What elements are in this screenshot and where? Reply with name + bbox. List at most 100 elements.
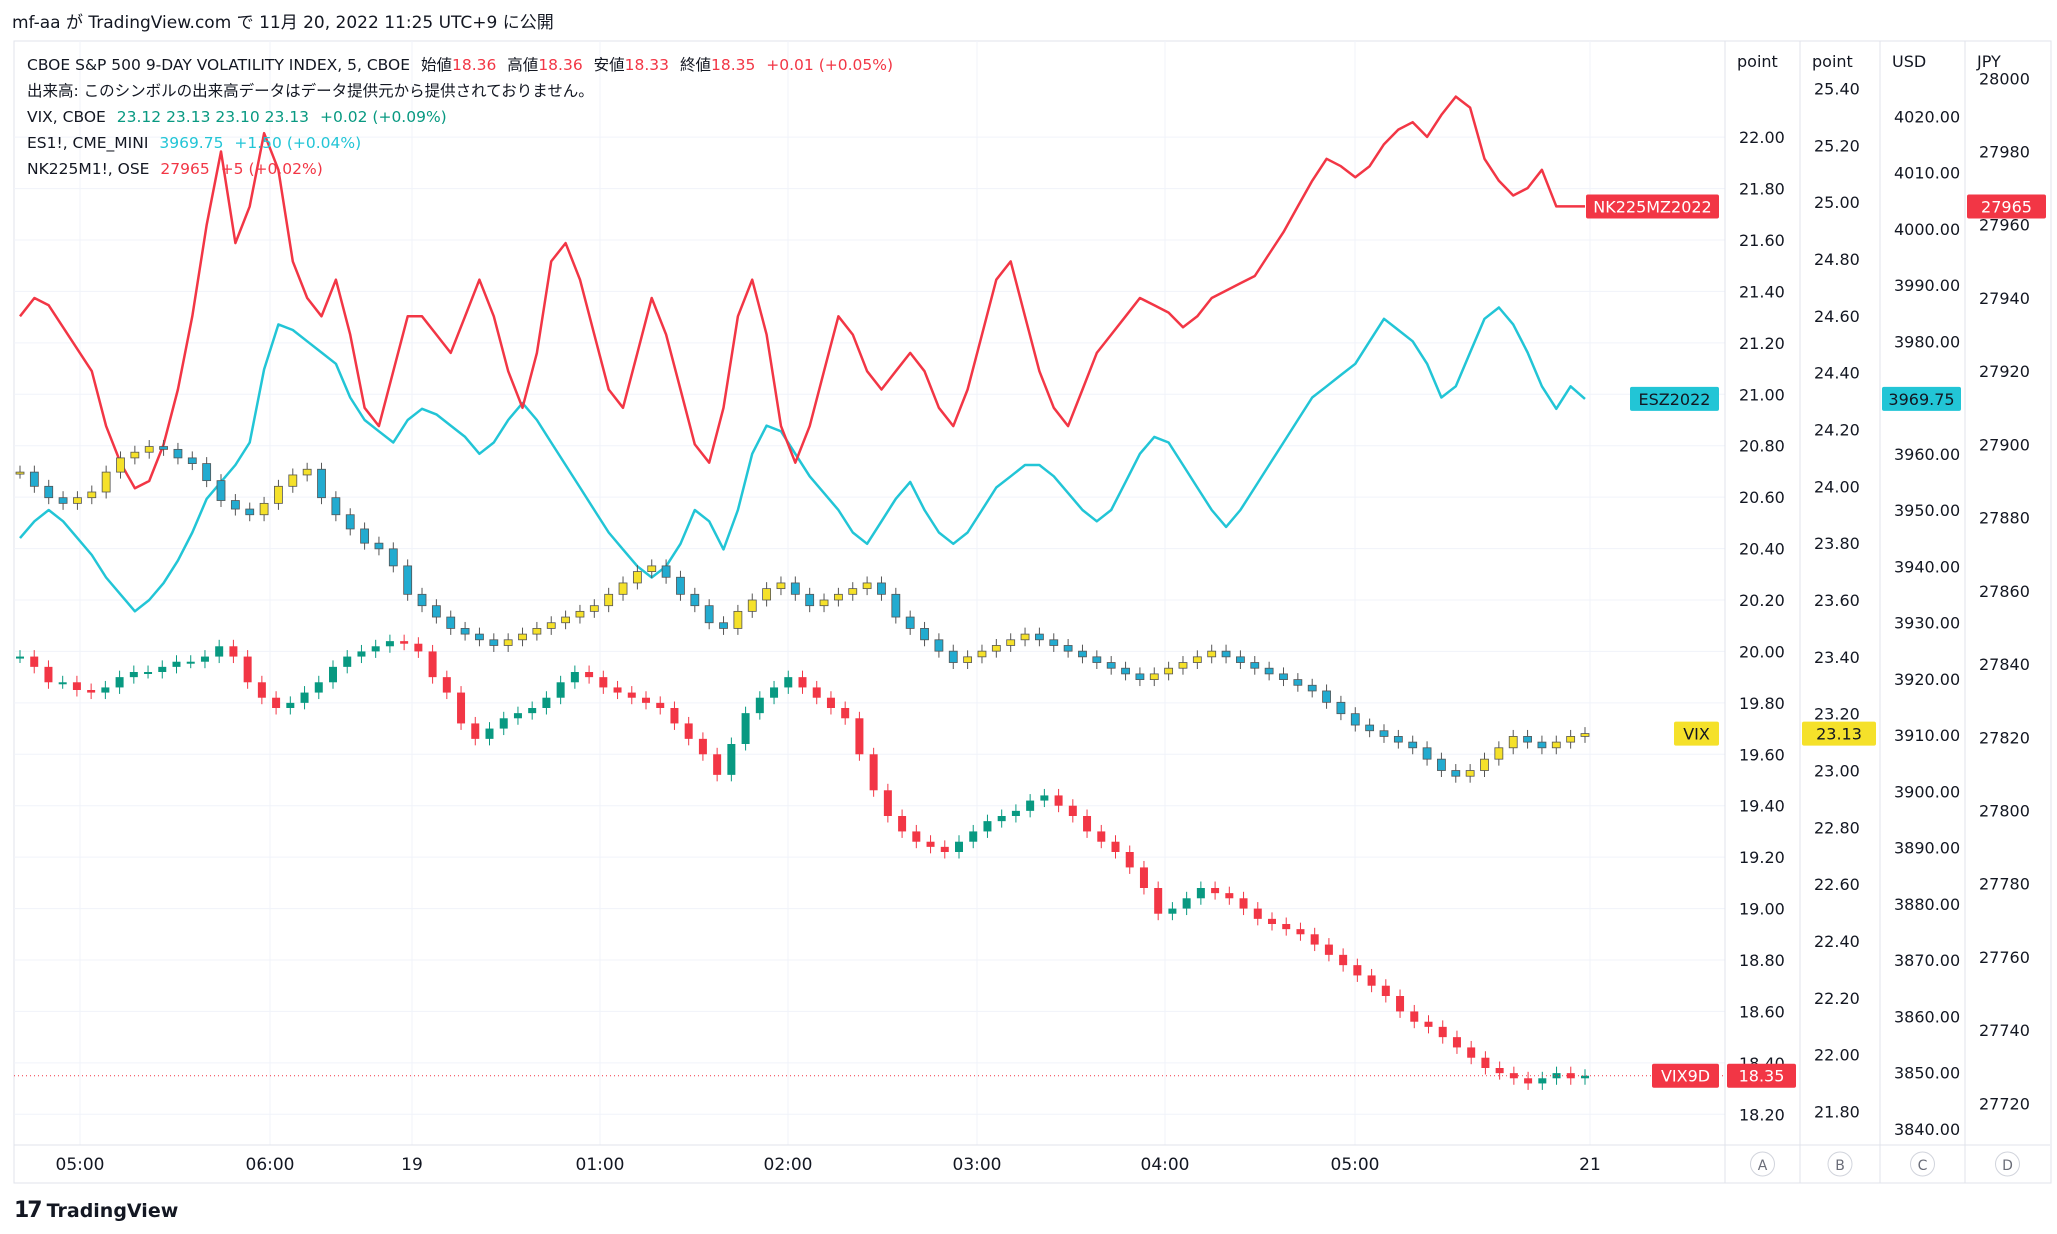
axis-letter-badge-A [1750,1151,1775,1177]
candle-body-VIX [1393,736,1403,743]
series-line-ES1! [19,306,1586,613]
candle-body-VIX [776,582,786,590]
price-tick-label: 18.20 [1739,1105,1785,1124]
candle-body-VIX9D [955,841,963,852]
candle-body-VIX9D [1452,1037,1461,1048]
price-tick-label: 21.80 [1814,1103,1860,1122]
candle-body-VIX [288,474,298,487]
candle-body-VIX [1408,741,1418,749]
legend-es-value: 3969.75 [159,134,224,152]
series-name-tag-text: VIX [1683,725,1710,744]
legend-es-row[interactable]: ES1!, CME_MINI 3969.75 +1.50 (+0.04%) [27,130,893,156]
legend-nk-row[interactable]: NK225M1!, OSE 27965 +5 (+0.02%) [27,156,893,182]
candle-body-VIX9D [385,641,394,647]
series-name-tag-text: NK225MZ2022 [1593,197,1711,216]
candle-body-VIX [518,633,527,641]
candle-body-VIX [819,599,829,607]
price-tick-label: 3880.00 [1894,895,1960,914]
candle-body-VIX [848,588,858,595]
candle-body-VIX [1293,679,1303,686]
candle-body-VIX9D [1353,965,1362,976]
candle-body-VIX9D [257,682,266,698]
candle-body-VIX [87,491,97,499]
candle-body-VIX9D [215,646,224,657]
candle-body-VIX9D [627,692,636,698]
candle-body-VIX9D [357,651,366,657]
price-tick-label: 28000 [1979,69,2030,88]
candle-body-VIX9D [58,682,67,685]
candle-body-VIX9D [243,656,252,683]
candle-body-VIX9D [343,656,352,667]
candle-body-VIX [647,565,657,572]
candle-body-VIX9D [727,744,736,775]
price-tick-label: 21.00 [1739,385,1785,404]
candle-body-VIX9D [812,687,821,698]
price-tick-label: 4000.00 [1894,220,1960,239]
x-tick-label: 05:00 [56,1155,105,1175]
price-tick-label: 20.60 [1739,488,1785,507]
candle-body-VIX [891,593,901,618]
candle-body-VIX [331,497,341,516]
candle-body-VIX [1279,673,1288,680]
price-tick-label: 27740 [1979,1021,2030,1040]
x-tick-label: 05:00 [1331,1155,1380,1175]
candle-body-VIX [805,593,815,607]
legend-open-label: 始値 [420,56,452,74]
candle-body-VIX9D [272,697,281,708]
price-tick-label: 22.60 [1814,875,1860,894]
candle-body-VIX9D [1083,816,1092,832]
candle-body-VIX [159,446,168,450]
series-name-tag-VIX [1674,721,1719,746]
candle-body-VIX [1365,724,1375,732]
candle-body-VIX [1480,758,1489,771]
price-axis-unit-C: USD [1892,52,1926,71]
candle-body-VIX9D [1097,831,1106,842]
candle-body-VIX9D [1026,800,1035,811]
candle-body-VIX [690,593,700,607]
candle-body-VIX9D [656,702,665,708]
x-tick-label: 19 [401,1155,423,1175]
series-line-NK225M1! [19,95,1585,490]
legend-main-change: +0.01 (+0.05%) [766,56,894,74]
price-tick-label: 21.20 [1739,334,1785,353]
candle-body-VIX [259,502,269,516]
candle-body-VIX [604,593,614,607]
candle-body-VIX [905,616,915,629]
candle-body-VIX [1035,633,1044,641]
candle-body-VIX9D [1068,805,1077,816]
candle-body-VIX [130,451,140,459]
candle-body-VIX [374,542,384,550]
candle-body-VIX9D [755,697,764,714]
price-tick-label: 19.80 [1739,694,1785,713]
candle-body-VIX9D [1424,1021,1433,1027]
candle-body-VIX9D [30,656,39,667]
candle-body-VIX9D [300,692,309,703]
price-tick-label: 18.60 [1739,1002,1785,1021]
tradingview-footer[interactable]: 17 TradingView [14,1198,178,1223]
legend-nk-value: 27965 [160,160,210,178]
candle-body-VIX9D [926,841,935,847]
candle-body-VIX [1006,639,1016,646]
price-tick-label: 25.40 [1814,79,1860,98]
candle-body-VIX [1322,690,1331,703]
candle-body-VIX [302,468,312,476]
legend-vix-row[interactable]: VIX, CBOE 23.12 23.13 23.10 23.13 +0.02 … [27,104,893,130]
candle-body-VIX9D [144,672,153,674]
candle-body-VIX [417,593,427,607]
price-tick-label: 21.40 [1739,282,1785,301]
candle-body-VIX [345,514,355,530]
axis-letter-B: B [1835,1158,1845,1174]
candle-body-VIX9D [400,641,409,644]
candle-body-VIX [44,485,54,499]
series-name-tag-text: VIX9D [1661,1067,1710,1086]
legend-vix-change: +0.02 (+0.09%) [319,108,447,126]
chart-frame [13,40,2052,1184]
price-tick-label: 27900 [1979,435,2030,454]
candle-body-VIX9D [1339,954,1348,966]
candle-body-VIX9D [969,831,978,842]
legend-close-value: 18.35 [710,56,756,74]
candle-body-VIX [116,457,125,473]
candle-body-VIX9D [286,702,295,708]
candle-body-VIX9D [1268,918,1276,924]
